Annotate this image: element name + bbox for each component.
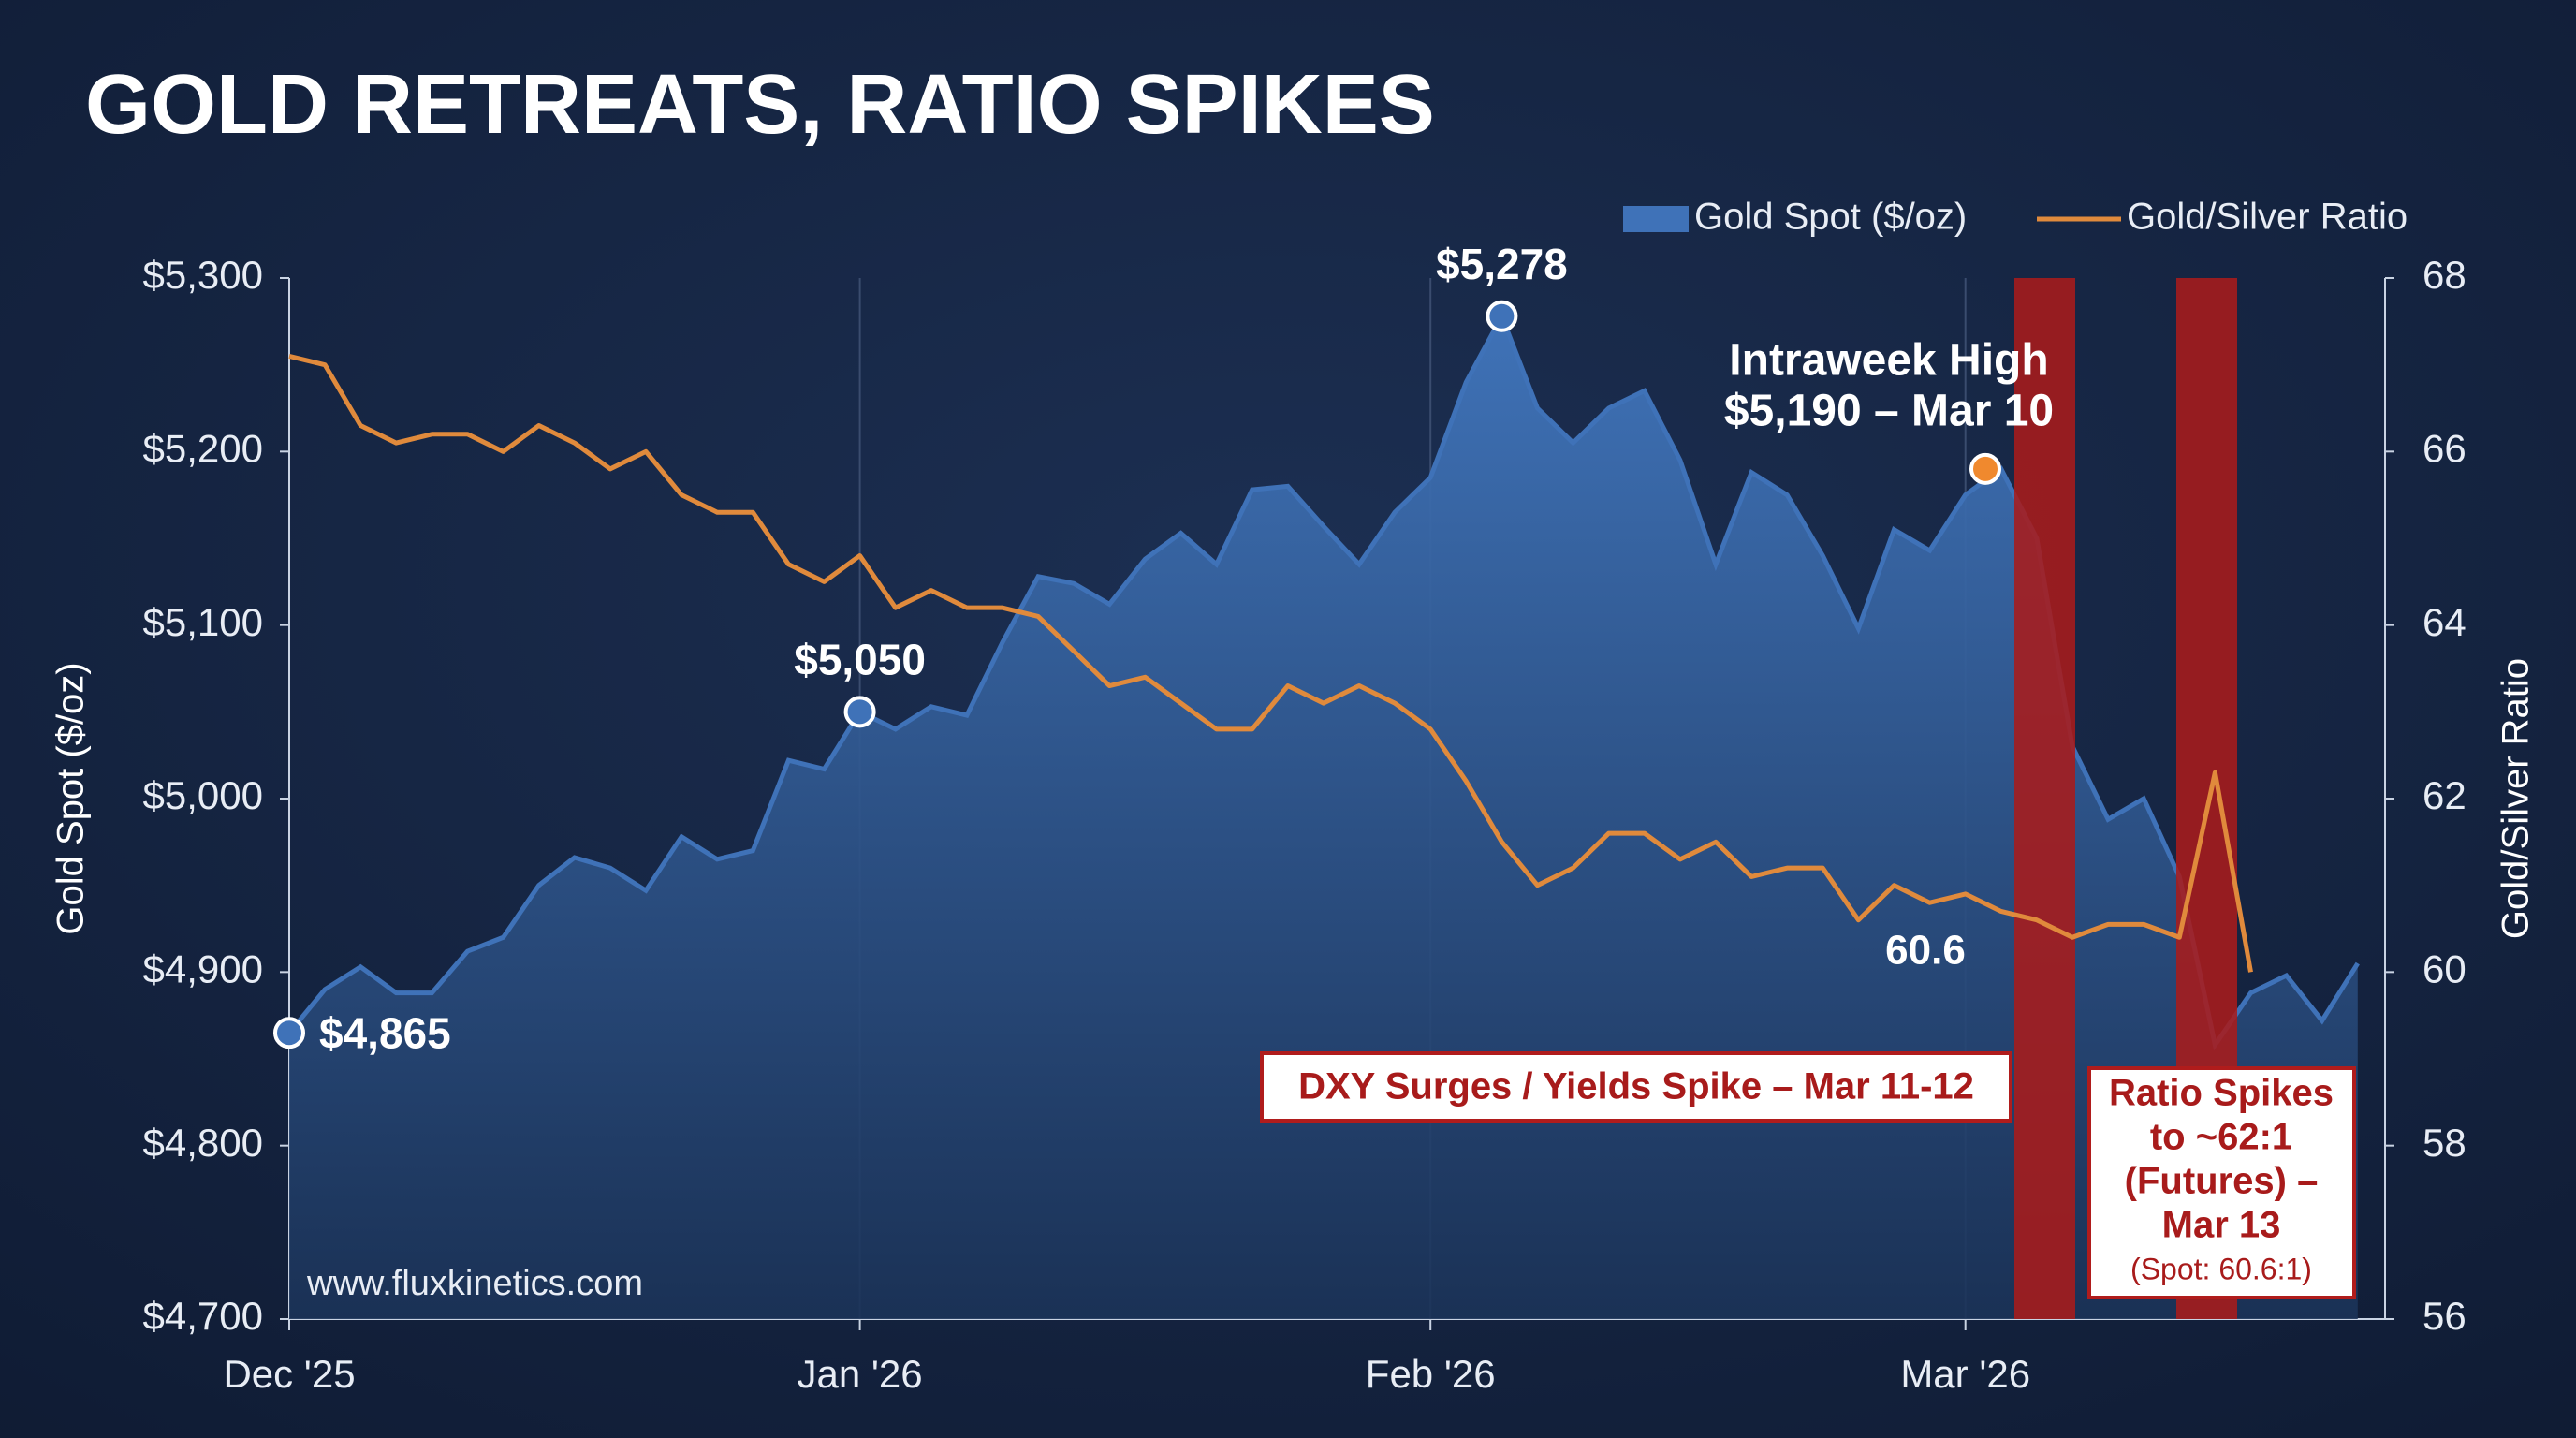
- y-tick-label: $4,800: [143, 1121, 263, 1165]
- y2-axis-title: Gold/Silver Ratio: [2496, 658, 2537, 939]
- intraweek-point: [1969, 452, 2001, 485]
- data-point: [843, 696, 876, 728]
- annotation: to ~62:1: [2150, 1117, 2292, 1158]
- legend-label: Gold Spot ($/oz): [1694, 197, 1967, 238]
- annotation-box: [1260, 1051, 2012, 1123]
- y-tick-label: $4,700: [143, 1294, 263, 1338]
- data-point: [1486, 300, 1518, 332]
- annotation: $5,190 – Mar 10: [1724, 387, 2054, 436]
- value-label: $4,865: [319, 1008, 451, 1057]
- area-line: [287, 310, 2360, 1051]
- value-label: $5,278: [1436, 240, 1568, 288]
- source: www.fluxkinetics.com: [306, 1264, 643, 1303]
- y2-tick-label: 64: [2422, 600, 2466, 644]
- y2-tick-label: 66: [2422, 426, 2466, 470]
- annotation: DXY Surges / Yields Spike – Mar 11-12: [1298, 1066, 1974, 1108]
- annotation: 60.6: [1885, 928, 1966, 974]
- chart-title: GOLD RETREATS, RATIO SPIKES: [85, 58, 1435, 152]
- y-tick-label: $5,300: [143, 253, 263, 297]
- ratio-line: [288, 353, 2253, 973]
- legend-swatch: [1623, 206, 1689, 232]
- y-tick-label: $5,000: [143, 773, 263, 817]
- y2-tick-label: 56: [2422, 1294, 2466, 1338]
- y2-tick-label: 60: [2422, 946, 2466, 990]
- x-tick-label: Mar '26: [1900, 1352, 2030, 1396]
- y-tick-label: $4,900: [143, 946, 263, 990]
- annotation: (Spot: 60.6:1): [2130, 1252, 2312, 1285]
- annotation: Mar 13: [2162, 1205, 2281, 1246]
- y-tick-label: $5,200: [143, 426, 263, 470]
- x-tick-label: Dec '25: [223, 1352, 355, 1396]
- plot: $4,700 $4,800 $4,900 $5,000 $5,100 $5,200 $5,3…: [143, 197, 2466, 1397]
- legend-label: Gold/Silver Ratio: [2127, 197, 2408, 238]
- y2-tick-label: 68: [2422, 253, 2466, 297]
- x-tick-label: Jan '26: [798, 1352, 923, 1396]
- annotation: Ratio Spikes: [2109, 1073, 2334, 1114]
- data-point: [273, 1017, 305, 1049]
- y-axis-title: Gold Spot ($/oz): [51, 662, 92, 934]
- y2-tick-label: 62: [2422, 773, 2466, 817]
- value-label: $5,050: [794, 635, 926, 683]
- y2-tick-label: 58: [2422, 1121, 2466, 1165]
- annotation: (Futures) –: [2125, 1161, 2319, 1202]
- annotation: Intraweek High: [1729, 336, 2048, 386]
- highlight-band: [2014, 278, 2075, 1319]
- y-tick-label: $5,100: [143, 600, 263, 644]
- x-tick-label: Feb '26: [1366, 1352, 1496, 1396]
- annotation-box: [2087, 1066, 2356, 1299]
